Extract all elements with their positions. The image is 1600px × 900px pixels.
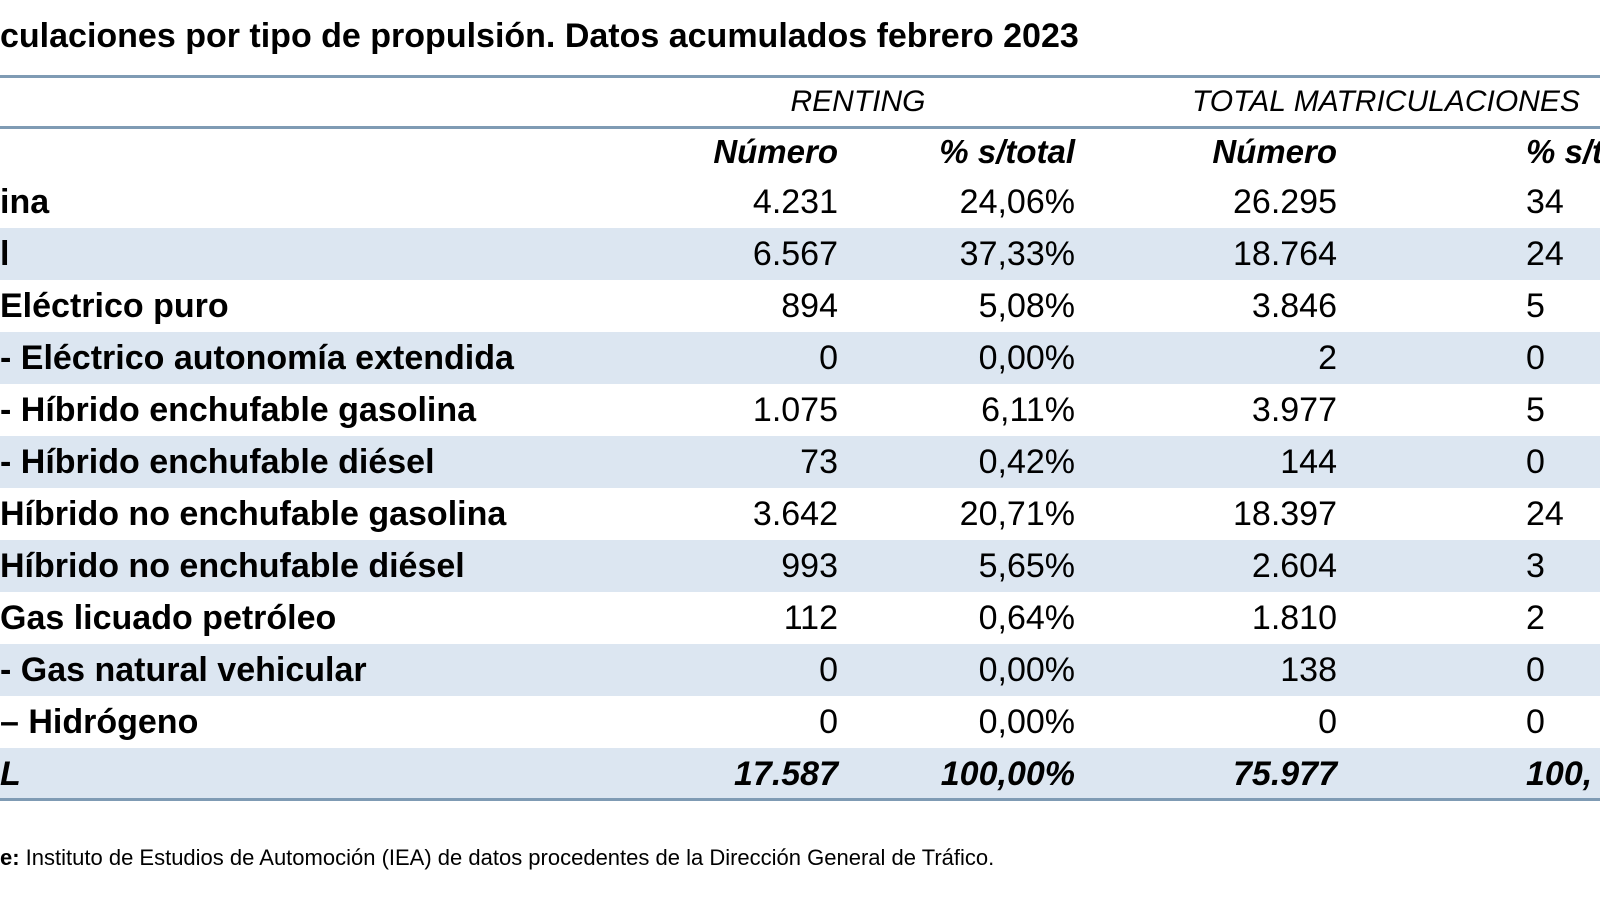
total-numero-cell: 0 [1318, 703, 1337, 741]
total-pct-cell: 100, [1526, 755, 1593, 793]
renting-numero-cell: 0 [819, 651, 838, 689]
row-label: L [0, 755, 21, 793]
total-pct-cell: 24 [1526, 235, 1564, 273]
table-row: Híbrido no enchufable diésel 993 5,65% 2… [0, 540, 1600, 592]
total-numero-cell: 144 [1280, 443, 1337, 481]
renting-numero-cell: 0 [819, 703, 838, 741]
group-header-total-matriculaciones: TOTAL MATRICULACIONES [1192, 85, 1580, 118]
source-note-text: Instituto de Estudios de Automoción (IEA… [19, 845, 995, 870]
total-pct-cell: 0 [1526, 339, 1545, 377]
table-row: - Eléctrico autonomía extendida 0 0,00% … [0, 332, 1600, 384]
table-row: l 6.567 37,33% 18.764 24 [0, 228, 1600, 280]
total-numero-cell: 138 [1280, 651, 1337, 689]
table-row: Híbrido no enchufable gasolina 3.642 20,… [0, 488, 1600, 540]
group-header-renting: RENTING [790, 85, 926, 118]
column-header-renting-pct: % s/total [939, 133, 1075, 170]
renting-pct-cell: 5,08% [978, 287, 1075, 325]
row-label: - Híbrido enchufable gasolina [0, 391, 477, 429]
row-label: - Híbrido enchufable diésel [0, 443, 435, 481]
total-numero-cell: 18.397 [1233, 495, 1337, 533]
total-pct-cell: 34 [1526, 183, 1564, 221]
total-numero-cell: 3.977 [1251, 391, 1337, 429]
column-header-total-pct: % s/t [1526, 133, 1600, 170]
total-numero-cell: 3.846 [1251, 287, 1337, 325]
total-numero-cell: 2.604 [1251, 547, 1337, 585]
renting-numero-cell: 3.642 [752, 495, 838, 533]
table-row: Eléctrico puro 894 5,08% 3.846 5 [0, 280, 1600, 332]
total-pct-cell: 0 [1526, 703, 1545, 741]
table-row: Gas licuado petróleo 112 0,64% 1.810 2 [0, 592, 1600, 644]
row-label: - Gas natural vehicular [0, 651, 367, 689]
renting-pct-cell: 37,33% [959, 235, 1075, 273]
total-row: L 17.587 100,00% 75.977 100, [0, 748, 1600, 800]
total-pct-cell: 5 [1526, 287, 1545, 325]
row-label: Eléctrico puro [0, 287, 229, 325]
table-title: culaciones por tipo de propulsión. Datos… [0, 17, 1079, 55]
total-pct-cell: 0 [1526, 651, 1545, 689]
total-pct-cell: 3 [1526, 547, 1545, 585]
renting-pct-cell: 100,00% [940, 755, 1075, 793]
total-pct-cell: 2 [1526, 599, 1545, 637]
table-bottom-rule [0, 798, 1600, 801]
renting-numero-cell: 17.587 [734, 755, 838, 793]
renting-pct-cell: 20,71% [959, 495, 1075, 533]
row-label: – Hidrógeno [0, 703, 199, 741]
renting-numero-cell: 993 [781, 547, 838, 585]
table-row: - Híbrido enchufable gasolina 1.075 6,11… [0, 384, 1600, 436]
renting-pct-cell: 0,00% [978, 339, 1075, 377]
column-header-total-numero: Número [1212, 133, 1337, 170]
renting-numero-cell: 73 [800, 443, 838, 481]
table-row: - Híbrido enchufable diésel 73 0,42% 144… [0, 436, 1600, 488]
row-label: ina [0, 183, 50, 221]
total-pct-cell: 0 [1526, 443, 1545, 481]
table-row: - Gas natural vehicular 0 0,00% 138 0 [0, 644, 1600, 696]
total-numero-cell: 2 [1318, 339, 1337, 377]
total-numero-cell: 18.764 [1233, 235, 1337, 273]
renting-numero-cell: 112 [783, 599, 838, 637]
renting-numero-cell: 0 [819, 339, 838, 377]
source-note-prefix: e: [0, 845, 20, 870]
table-row: – Hidrógeno 0 0,00% 0 0 [0, 696, 1600, 748]
renting-pct-cell: 0,42% [978, 443, 1075, 481]
row-label: Híbrido no enchufable diésel [0, 547, 465, 585]
group-header-rule [0, 126, 1600, 129]
table-body: ina 4.231 24,06% 26.295 34 l 6.567 37,33… [0, 176, 1600, 800]
row-label: Híbrido no enchufable gasolina [0, 495, 507, 533]
renting-pct-cell: 0,00% [978, 651, 1075, 689]
renting-pct-cell: 5,65% [978, 547, 1075, 585]
total-pct-cell: 5 [1526, 391, 1545, 429]
table-row: ina 4.231 24,06% 26.295 34 [0, 176, 1600, 228]
total-pct-cell: 24 [1526, 495, 1564, 533]
renting-pct-cell: 0,64% [978, 599, 1075, 637]
renting-pct-cell: 0,00% [978, 703, 1075, 741]
renting-numero-cell: 894 [781, 287, 838, 325]
renting-pct-cell: 24,06% [959, 183, 1075, 221]
total-numero-cell: 26.295 [1233, 183, 1337, 221]
renting-numero-cell: 1.075 [752, 391, 838, 429]
renting-numero-cell: 6.567 [752, 235, 838, 273]
row-label: l [0, 235, 10, 273]
renting-numero-cell: 4.231 [752, 183, 838, 221]
row-label: Gas licuado petróleo [0, 599, 337, 637]
total-numero-cell: 1.810 [1251, 599, 1337, 637]
row-label: - Eléctrico autonomía extendida [0, 339, 514, 377]
source-note: e: Instituto de Estudios de Automoción (… [0, 842, 994, 874]
total-numero-cell: 75.977 [1233, 755, 1337, 793]
column-header-renting-numero: Número [713, 133, 838, 170]
renting-pct-cell: 6,11% [981, 391, 1075, 429]
table-top-rule [0, 75, 1600, 78]
